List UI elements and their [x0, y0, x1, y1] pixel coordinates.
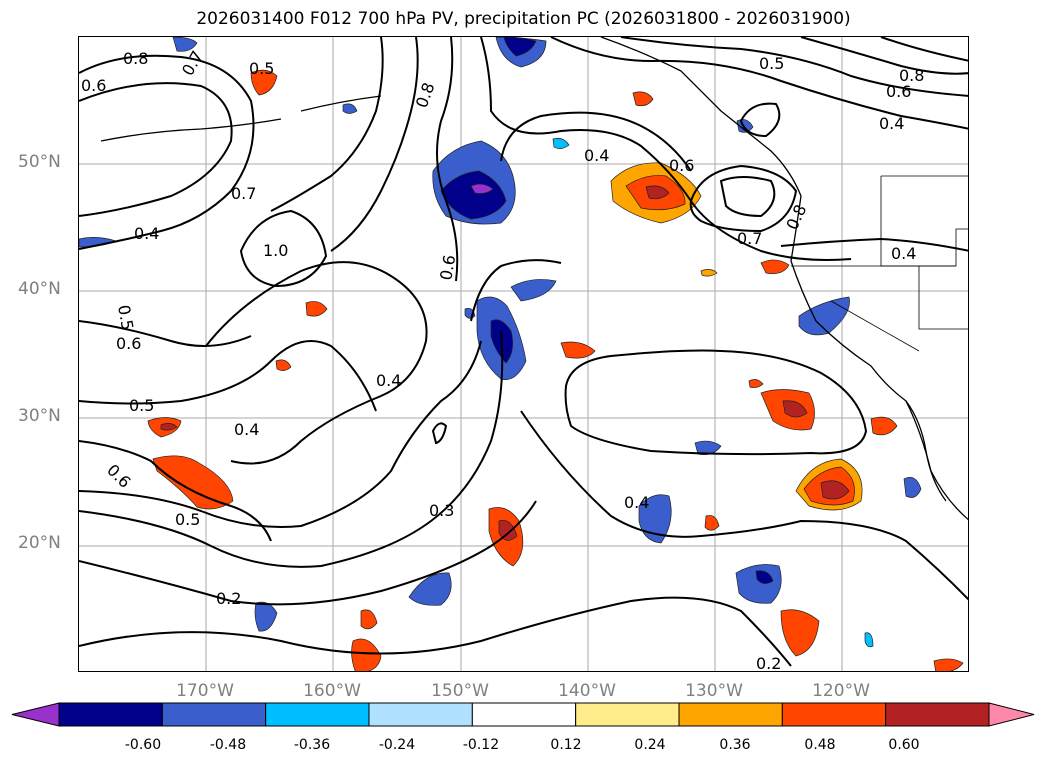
contour-label: 0.8 — [123, 49, 148, 68]
contour-label: 0.8 — [782, 202, 810, 233]
colorbar-segment — [368, 702, 473, 727]
contour-label: 0.5 — [249, 59, 274, 78]
lon-label-160w: 160°W — [303, 681, 361, 701]
contour-label: 0.5 — [175, 510, 200, 529]
colorbar-segment — [575, 702, 680, 727]
colorbar-tick-label: 0.12 — [550, 737, 582, 753]
pv-contours — [79, 37, 968, 667]
lon-label-120w: 120°W — [812, 681, 870, 701]
colorbar-segment — [781, 702, 887, 727]
contour-label: 0.4 — [234, 420, 259, 439]
lon-label-150w: 150°W — [431, 681, 489, 701]
contour-label: 0.6 — [886, 82, 911, 101]
colorbar-segment — [885, 702, 990, 727]
graticule — [79, 37, 968, 671]
state-boundaries — [791, 175, 968, 352]
contour-label: 0.6 — [669, 156, 694, 175]
contour-label: 0.4 — [624, 493, 649, 512]
contour-label: 0.5 — [759, 54, 784, 73]
colorbar-segments — [11, 702, 1035, 727]
contour-label: 0.2 — [216, 589, 241, 608]
contour-label: 0.7 — [231, 184, 256, 203]
colorbar-tick-label: 0.36 — [719, 737, 751, 753]
colorbar-segment — [678, 702, 783, 727]
contour-label: 0.6 — [103, 460, 134, 491]
colorbar-tick-label: -0.48 — [209, 737, 247, 753]
lat-label-20n: 20°N — [18, 533, 61, 553]
coastlines — [100, 37, 968, 521]
lon-label-170w: 170°W — [176, 681, 234, 701]
colorbar-tick-label: 0.60 — [888, 737, 920, 753]
contour-label: 0.6 — [436, 253, 459, 281]
contour-label: 0.7 — [178, 47, 207, 79]
contour-label: 1.0 — [263, 241, 288, 260]
colorbar-tick-label: -0.60 — [124, 737, 162, 753]
contour-label-layer: 0.8 0.7 0.5 0.6 0.8 0.5 0.8 0.6 0.4 0.4 … — [81, 47, 924, 672]
colorbar-extend-low — [11, 702, 60, 727]
colorbar-segment — [471, 702, 577, 727]
colorbar-tick-label: -0.12 — [462, 737, 500, 753]
colorbar-tick-label: -0.24 — [378, 737, 416, 753]
contour-label: 0.6 — [81, 76, 106, 95]
contour-label: 0.7 — [737, 229, 762, 248]
colorbar-segment — [161, 702, 267, 727]
map-title: 2026031400 F012 700 hPa PV, precipitatio… — [196, 9, 851, 29]
contour-label: 0.5 — [129, 396, 154, 415]
contour-label: 0.8 — [899, 66, 924, 85]
colorbar-tick-label: 0.24 — [634, 737, 666, 753]
contour-label: 0.2 — [756, 654, 781, 672]
colorbar-tick-label: 0.48 — [804, 737, 836, 753]
colorbar — [11, 702, 1035, 727]
precip-positive-areas — [147, 69, 964, 671]
lat-label-40n: 40°N — [18, 279, 61, 299]
contour-label: 0.6 — [116, 334, 141, 353]
contour-label: 0.3 — [429, 501, 454, 520]
contour-label: 0.4 — [376, 371, 401, 390]
colorbar-tick-label: -0.36 — [293, 737, 331, 753]
colorbar-extend-high — [988, 702, 1035, 727]
contour-label: 0.4 — [879, 114, 904, 133]
contour-label: 0.4 — [584, 146, 609, 165]
map-canvas: 0.8 0.7 0.5 0.6 0.8 0.5 0.8 0.6 0.4 0.4 … — [79, 37, 968, 672]
contour-label: 0.4 — [891, 244, 916, 263]
colorbar-segment — [265, 702, 370, 727]
lon-label-140w: 140°W — [558, 681, 616, 701]
precip-negative-areas — [79, 37, 922, 648]
contour-label: 0.4 — [134, 224, 159, 243]
contour-label: 0.5 — [114, 303, 137, 331]
colorbar-segment — [58, 702, 163, 727]
lat-label-50n: 50°N — [18, 152, 61, 172]
lon-label-130w: 130°W — [685, 681, 743, 701]
lat-label-30n: 30°N — [18, 406, 61, 426]
map-panel: 0.8 0.7 0.5 0.6 0.8 0.5 0.8 0.6 0.4 0.4 … — [78, 36, 969, 672]
